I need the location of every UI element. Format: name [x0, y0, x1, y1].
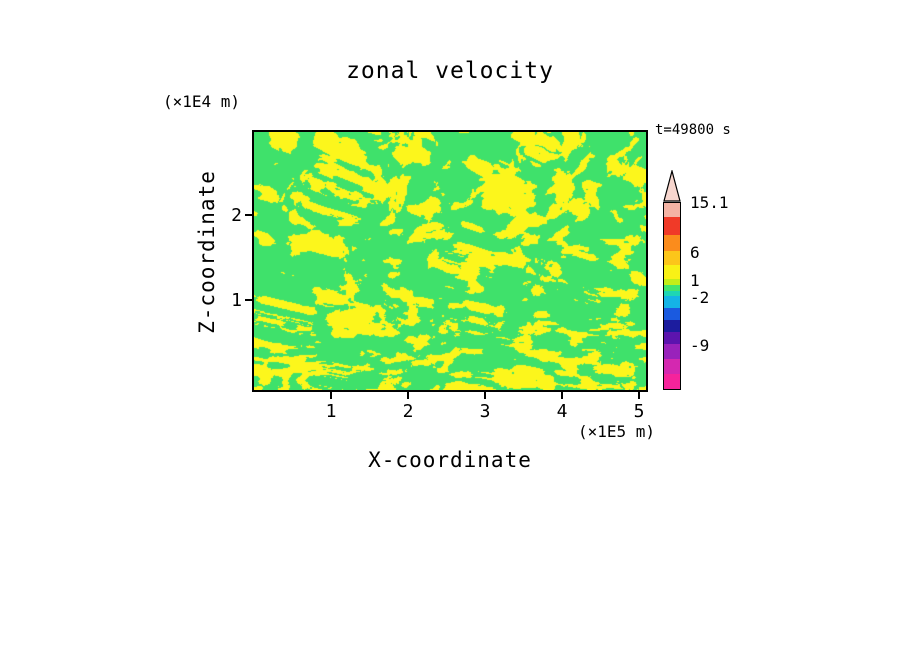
colorbar-segment [663, 251, 681, 266]
velocity-field-canvas [254, 132, 646, 390]
colorbar-label: 15.1 [690, 193, 729, 212]
colorbar-label: 1 [690, 271, 700, 290]
colorbar-segment [663, 202, 681, 218]
x-tick-mark [561, 392, 563, 399]
colorbar [663, 170, 681, 390]
colorbar-segment [663, 265, 681, 280]
y-tick-mark [245, 214, 252, 216]
y-tick-mark [245, 299, 252, 301]
colorbar-segment [663, 374, 681, 390]
chart-title: zonal velocity [346, 58, 554, 84]
plot-area [252, 130, 648, 392]
x-tick-label: 5 [633, 401, 645, 422]
colorbar-label: -9 [690, 336, 710, 355]
colorbar-label: 6 [690, 243, 700, 262]
colorbar-segment [663, 217, 681, 236]
x-tick-mark [407, 392, 409, 399]
y-tick-label: 1 [231, 290, 242, 311]
colorbar-label: -2 [690, 288, 710, 307]
x-tick-mark [330, 392, 332, 399]
x-tick-mark [638, 392, 640, 399]
x-tick-mark [484, 392, 486, 399]
y-axis-title: Z-coordinate [195, 170, 219, 334]
x-axis-units-label: (×1E5 m) [577, 422, 655, 441]
x-tick-label: 3 [479, 401, 491, 422]
time-annotation: t=49800 s [655, 122, 731, 138]
y-tick-label: 2 [231, 205, 242, 226]
colorbar-arrow-tip [663, 170, 681, 202]
x-tick-label: 4 [556, 401, 568, 422]
x-tick-label: 1 [325, 401, 337, 422]
colorbar-segment [663, 344, 681, 360]
colorbar-segment [663, 359, 681, 375]
x-axis-title: X-coordinate [368, 448, 532, 472]
y-axis-units-label: (×1E4 m) [163, 92, 241, 111]
colorbar-segment [663, 235, 681, 252]
x-tick-label: 2 [402, 401, 414, 422]
